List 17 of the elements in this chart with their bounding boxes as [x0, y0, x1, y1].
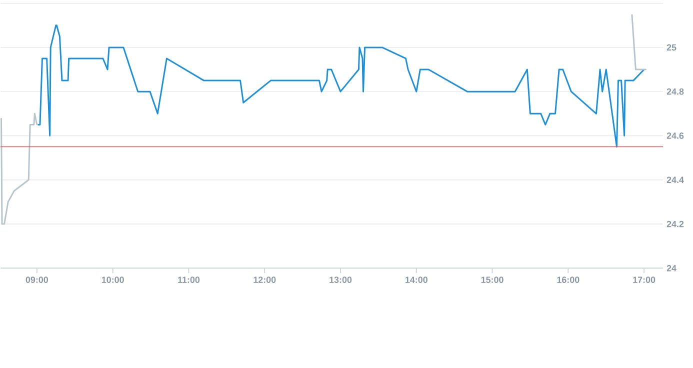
x-tick-label: 12:00 [254, 276, 276, 283]
x-tick-label: 14:00 [405, 276, 428, 283]
x-tick-label: 13:00 [330, 276, 352, 283]
y-tick-label: 24.2 [666, 220, 684, 228]
x-tick-label: 15:00 [481, 276, 504, 283]
x-tick-label: 11:00 [178, 276, 200, 283]
y-tick-label: 24.4 [666, 176, 684, 183]
line-series [36, 24, 645, 148]
y-tick-label: 24 [666, 264, 676, 272]
y-tick-label: 24.8 [666, 88, 684, 95]
x-tick-label: 16:00 [557, 276, 580, 283]
y-tick-label: 25 [666, 44, 676, 51]
x-tick-label: 17:00 [633, 276, 656, 283]
x-tick-label: 10:00 [102, 276, 124, 283]
x-tick-label: 09:00 [26, 276, 48, 283]
line-series [0, 112, 38, 225]
y-tick-label: 24.6 [666, 132, 684, 139]
